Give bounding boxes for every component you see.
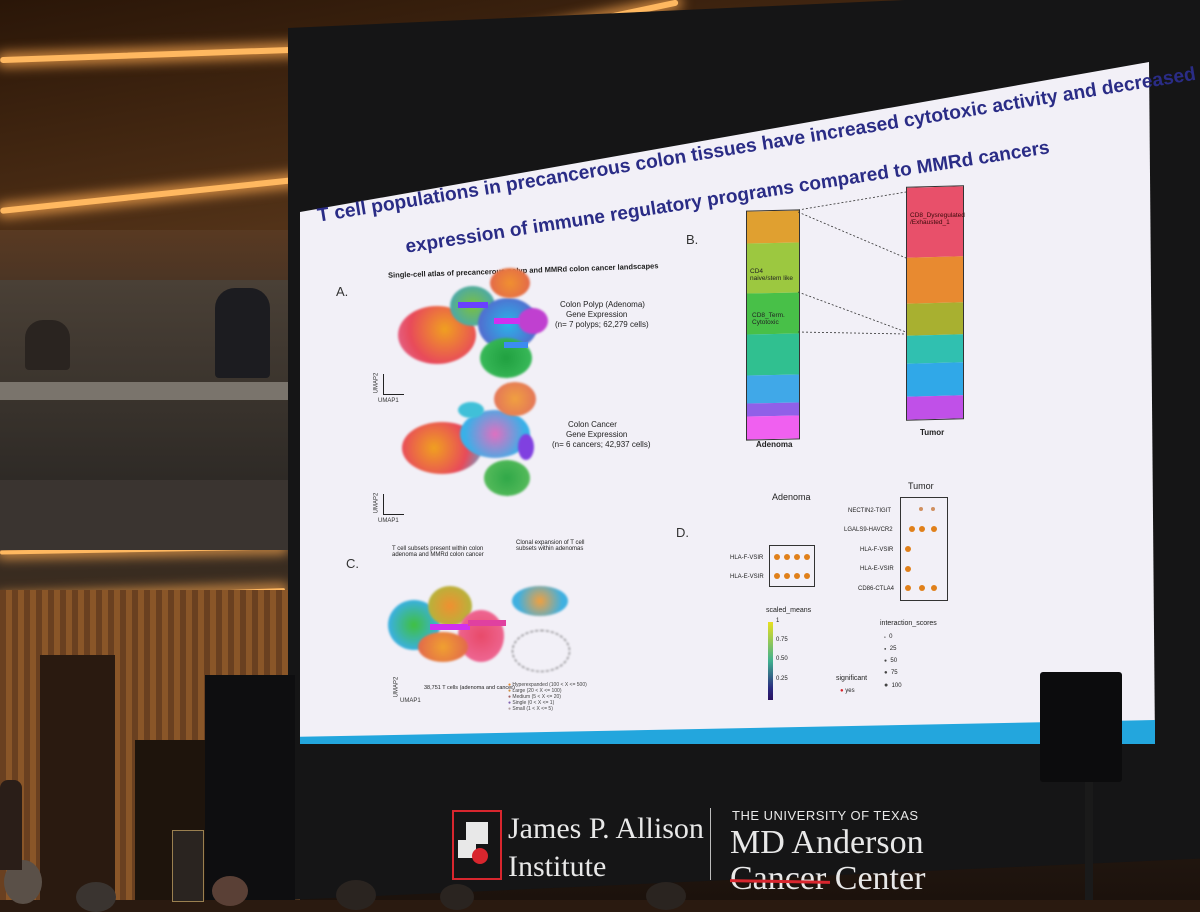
university-line1: THE UNIVERSITY OF TEXAS bbox=[732, 808, 919, 823]
scaled-means-colorbar bbox=[768, 622, 773, 700]
scale-tick: 0.50 bbox=[776, 656, 788, 662]
interaction-scores-legend: ● 0 ● 25 ● 50 ● 75 ● 100 bbox=[884, 634, 924, 694]
cancer-caption-2: Gene Expression bbox=[566, 430, 628, 439]
balcony-railing bbox=[0, 382, 300, 400]
allison-institute-logo-icon bbox=[452, 810, 502, 880]
adenoma-row-label: HLA-F-VSIR bbox=[730, 555, 764, 561]
legend-swatch: ● bbox=[508, 682, 513, 688]
audience-head bbox=[336, 880, 376, 910]
label-cd4-naive: CD4 naive/stem like bbox=[750, 268, 793, 282]
tumor-row-label: CD86-CTLA4 bbox=[858, 586, 895, 592]
panel-b-letter: B. bbox=[686, 232, 699, 247]
size-tick: 50 bbox=[890, 658, 898, 664]
panel-d-letter: D. bbox=[676, 525, 689, 540]
doorway bbox=[40, 655, 115, 900]
university-line2: MD Anderson bbox=[730, 824, 924, 861]
scale-tick: 0.25 bbox=[776, 676, 788, 682]
speaker-left bbox=[205, 675, 295, 900]
umap2-axis-label: UMAP2 bbox=[373, 372, 380, 394]
polyp-caption-1: Colon Polyp (Adenoma) bbox=[560, 300, 645, 309]
legend-swatch: ● bbox=[508, 706, 513, 712]
umap2-axis-label: UMAP2 bbox=[373, 492, 380, 514]
audience-head bbox=[646, 882, 686, 910]
cancer-umap-plot bbox=[402, 382, 547, 500]
polyp-caption-2: Gene Expression bbox=[566, 310, 628, 319]
scale-tick: 1 bbox=[776, 618, 780, 624]
label-cd8-term: CD8_Term. Cytotoxic bbox=[752, 312, 785, 326]
legend-swatch: ● bbox=[508, 694, 513, 700]
umap2-axis-label: UMAP2 bbox=[393, 676, 400, 698]
adenoma-bar-label: Adenoma bbox=[756, 440, 793, 449]
significant-value: yes bbox=[845, 688, 855, 694]
adenoma-row-label: HLA-E-VSIR bbox=[730, 574, 764, 580]
university-line3: Cancer Center bbox=[730, 860, 926, 897]
size-marker: ● bbox=[884, 646, 887, 651]
tumor-row-label: NECTIN2-TIGIT bbox=[848, 508, 891, 514]
institute-name-line2: Institute bbox=[508, 850, 607, 883]
audience-head bbox=[76, 882, 116, 912]
speaker-stand bbox=[1085, 782, 1093, 900]
bar-connector-lines bbox=[798, 191, 907, 335]
seated-person bbox=[215, 288, 270, 378]
significant-marker: ● bbox=[840, 688, 844, 694]
legend-swatch: ● bbox=[508, 700, 513, 706]
tcell-count-note: 38,751 T cells (adenoma and cancer) bbox=[424, 685, 515, 691]
scaled-means-title: scaled_means bbox=[766, 607, 812, 614]
interaction-scores-title: interaction_scores bbox=[880, 620, 937, 627]
cancer-caption-1: Colon Cancer bbox=[568, 420, 617, 429]
panel-d-tumor-title: Tumor bbox=[908, 481, 934, 491]
logo-divider bbox=[710, 808, 711, 880]
standing-speaker bbox=[0, 780, 22, 870]
legend-item: Small (1 < X <= 5) bbox=[512, 706, 553, 712]
legend-item: Medium (5 < X <= 20) bbox=[512, 694, 561, 700]
audience-head bbox=[212, 876, 248, 906]
clonal-umap-plot bbox=[508, 580, 576, 672]
clonal-legend: ● Hyperexpanded (100 < X <= 500) ● Large… bbox=[508, 682, 598, 712]
legend-item: Single (0 < X <= 1) bbox=[512, 700, 555, 706]
tumor-bar-label: Tumor bbox=[920, 428, 945, 437]
umap-axis-arrow bbox=[383, 494, 404, 515]
cancer-caption-3: (n= 6 cancers; 42,937 cells) bbox=[552, 440, 651, 449]
tumor-row-label: LGALS9-HAVCR2 bbox=[844, 527, 893, 533]
size-marker: ● bbox=[884, 670, 888, 676]
legend-item: Hyperexpanded (100 < X <= 500) bbox=[512, 682, 587, 688]
seated-person bbox=[25, 320, 70, 370]
panel-a-letter: A. bbox=[336, 284, 349, 299]
size-marker: ● bbox=[884, 682, 889, 689]
panel-c-letter: C. bbox=[346, 556, 359, 571]
polyp-caption-3: (n= 7 polyps; 62,279 cells) bbox=[555, 320, 649, 329]
podium bbox=[172, 830, 204, 902]
tumor-row-label: HLA-F-VSIR bbox=[860, 547, 894, 553]
size-marker: ● bbox=[884, 658, 888, 664]
size-tick: 25 bbox=[889, 646, 897, 652]
scale-tick: 0.75 bbox=[776, 637, 788, 643]
significant-legend: ● yes bbox=[840, 688, 855, 694]
umap-axis-arrow bbox=[383, 374, 404, 395]
panel-d-adenoma-title: Adenoma bbox=[772, 492, 811, 502]
size-marker: ● bbox=[884, 635, 886, 639]
umap1-axis-label: UMAP1 bbox=[378, 398, 399, 404]
legend-item: Large (20 < X <= 100) bbox=[512, 688, 562, 694]
size-tick: 100 bbox=[891, 683, 902, 689]
size-tick: 75 bbox=[890, 670, 898, 676]
significant-title: significant bbox=[836, 675, 868, 682]
umap1-axis-label: UMAP1 bbox=[400, 698, 421, 704]
legend-swatch: ● bbox=[508, 688, 513, 694]
balcony-front bbox=[0, 480, 300, 550]
speaker-right bbox=[1040, 672, 1122, 782]
institute-name-line1: James P. Allison bbox=[508, 812, 704, 845]
panel-c-heading-left: T cell subsets present within colon aden… bbox=[392, 546, 484, 558]
panel-c-heading-right: Clonal expansion of T cell subsets withi… bbox=[516, 540, 585, 552]
tumor-row-label: HLA-E-VSIR bbox=[860, 566, 894, 572]
adenoma-dot-plot bbox=[769, 545, 815, 587]
umap1-axis-label: UMAP1 bbox=[378, 518, 399, 524]
tcell-umap-plot bbox=[388, 580, 508, 666]
tumor-dot-plot bbox=[900, 497, 948, 601]
label-cd8-dysregulated: CD8_Dysregulated /Exhausted_1 bbox=[910, 212, 965, 226]
polyp-umap-plot bbox=[398, 268, 548, 383]
size-tick: 0 bbox=[889, 634, 893, 640]
audience-head bbox=[440, 884, 474, 910]
